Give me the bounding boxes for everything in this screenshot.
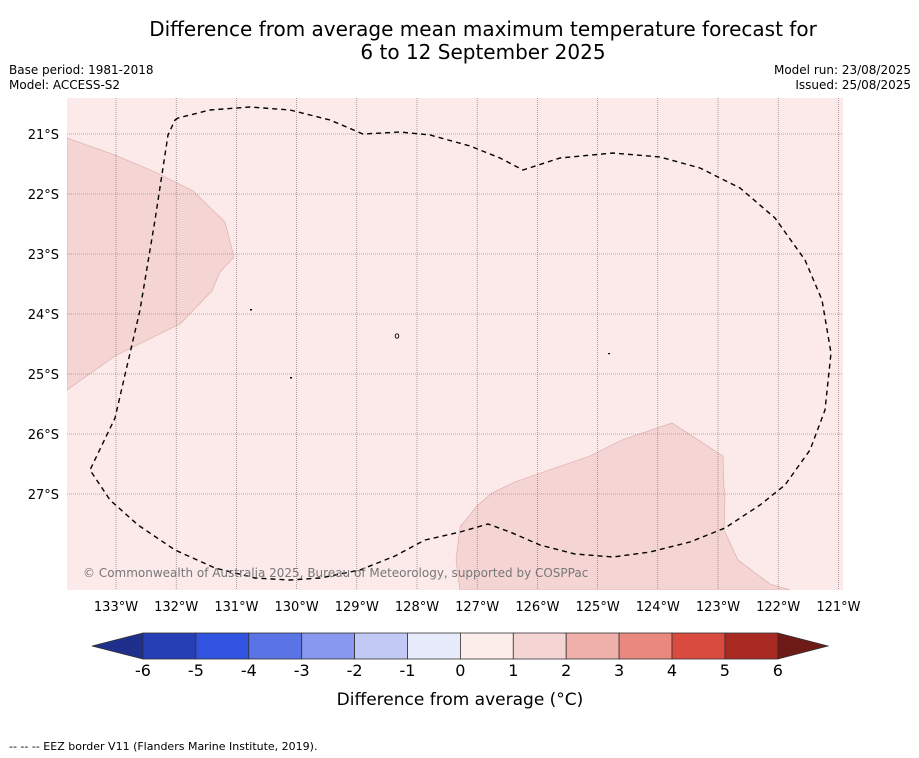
warm-region-southeast: [455, 422, 791, 590]
colorbar-segment: [724, 632, 779, 660]
colorbar-segment: [195, 632, 250, 660]
lat-label: 21°S: [28, 128, 59, 143]
lon-label: 123°W: [696, 600, 740, 615]
meta-left: Base period: 1981-2018 Model: ACCESS-S2: [9, 63, 154, 93]
lon-label: 124°W: [636, 600, 680, 615]
colorbar-tick-label: 0: [455, 661, 465, 680]
copyright-text: © Commonwealth of Australia 2025, Bureau…: [83, 566, 588, 580]
lon-label: 130°W: [275, 600, 319, 615]
colorbar-tick-label: 3: [614, 661, 624, 680]
colorbar-tick-label: 1: [508, 661, 518, 680]
colorbar-tick-label: -5: [188, 661, 204, 680]
map-background: [67, 98, 843, 590]
colorbar-segment: [354, 632, 408, 660]
lon-label: 128°W: [395, 600, 439, 615]
small-islands: [250, 309, 610, 379]
colorbar-segment: [565, 632, 620, 660]
colorbar-segment: [248, 632, 303, 660]
issued-text: Issued: 25/08/2025: [795, 78, 911, 92]
colorbar-segment: [618, 632, 673, 660]
lon-label: 127°W: [455, 600, 499, 615]
colorbar-tick-label: -2: [347, 661, 363, 680]
lon-label: 121°W: [816, 600, 860, 615]
colorbar-tick-label: 5: [720, 661, 730, 680]
colorbar-segment: [301, 632, 356, 660]
colorbar-tick-label: 6: [773, 661, 783, 680]
lat-label: 27°S: [28, 488, 59, 503]
lat-label: 26°S: [28, 428, 59, 443]
colorbar-segment: [671, 632, 726, 660]
latitude-labels: 21°S 22°S 23°S 24°S 25°S 26°S 27°S: [28, 128, 59, 503]
colorbar-segment: [142, 632, 197, 660]
colorbar-extend-high: [777, 632, 830, 660]
colorbar-label: Difference from average (°C): [337, 690, 584, 710]
longitude-labels: 133°W 132°W 131°W 130°W 129°W 128°W 127°W 126°W…: [94, 600, 861, 615]
colorbar-segment: [459, 632, 514, 660]
model-text: Model: ACCESS-S2: [9, 78, 121, 92]
lon-label: 122°W: [756, 600, 800, 615]
graticule: [67, 98, 843, 590]
colorbar-tick-label: -3: [294, 661, 310, 680]
lon-label: 133°W: [94, 600, 138, 615]
colorbar-tick-labels: -6 -5 -4 -3 -2 -1 0 1 2 3 4 5 6: [135, 661, 783, 680]
title-line-2: 6 to 12 September 2025: [360, 40, 606, 64]
title-line-1: Difference from average mean maximum tem…: [149, 17, 817, 41]
colorbar-tick-label: -1: [400, 661, 416, 680]
lon-label: 125°W: [576, 600, 620, 615]
colorbar-extend-low: [91, 632, 144, 660]
map-area: © Commonwealth of Australia 2025, Bureau…: [67, 98, 843, 590]
meta-right: Model run: 23/08/2025 Issued: 25/08/2025: [774, 63, 911, 93]
warm-region-west: [67, 137, 235, 391]
colorbar-tick-label: -4: [241, 661, 257, 680]
lon-label: 131°W: [214, 600, 258, 615]
base-period-text: Base period: 1981-2018: [9, 63, 154, 77]
colorbar-segment: [512, 632, 567, 660]
lon-label: 129°W: [335, 600, 379, 615]
lat-label: 24°S: [28, 308, 59, 323]
map-title: Difference from average mean maximum tem…: [0, 18, 919, 64]
lat-label: 25°S: [28, 368, 59, 383]
lon-label: 126°W: [515, 600, 559, 615]
colorbar-tick-label: -6: [135, 661, 151, 680]
colorbar-tick-label: 2: [561, 661, 571, 680]
model-run-text: Model run: 23/08/2025: [773, 63, 911, 77]
lat-label: 23°S: [28, 248, 59, 263]
colorbar: [91, 632, 830, 660]
colorbar-tick-label: 4: [667, 661, 677, 680]
lat-label: 22°S: [28, 188, 59, 203]
lon-label: 132°W: [154, 600, 198, 615]
colorbar-segment: [407, 632, 461, 660]
eez-legend-text: -- -- -- EEZ border V11 (Flanders Marine…: [9, 740, 318, 753]
